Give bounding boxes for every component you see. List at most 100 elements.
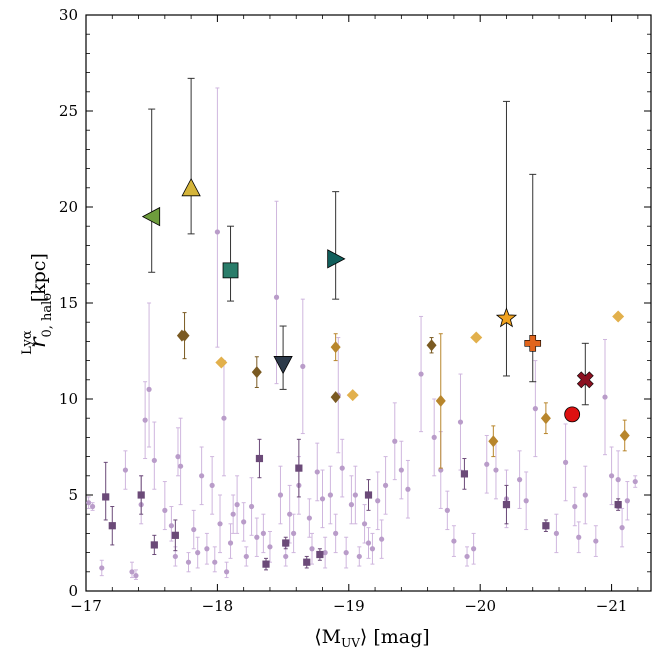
- diamond-light-marker: [215, 356, 228, 369]
- individual-halos-marker: [273, 294, 280, 300]
- y-tick-label: 25: [59, 102, 78, 120]
- stacked-bins-marker: [171, 531, 179, 539]
- stacked-bins-marker: [102, 493, 110, 501]
- individual-halos-marker: [319, 496, 326, 502]
- series-diamond-light: [215, 310, 625, 402]
- individual-halos-marker: [348, 502, 355, 508]
- individual-halos-marker: [576, 534, 582, 540]
- stacked-bins-marker: [262, 560, 270, 568]
- series-plus: [524, 173, 542, 383]
- individual-halos-marker: [175, 454, 181, 460]
- individual-halos-marker: [277, 492, 284, 498]
- stacked-bins-marker: [255, 454, 264, 463]
- individual-halos-marker: [122, 467, 129, 473]
- diamond-dark-marker: [330, 391, 341, 404]
- stacked-bins-marker: [542, 522, 550, 530]
- individual-halos-marker: [593, 538, 599, 544]
- y-axis-label: r0, haloLyα [kpc]: [20, 253, 55, 355]
- individual-halos-marker: [438, 467, 444, 473]
- individual-halos-marker: [146, 386, 152, 392]
- series-left-triangle: [141, 108, 161, 273]
- y-tick-label: 10: [59, 390, 78, 408]
- y-tick-label: 15: [59, 294, 78, 312]
- diamond-light-marker: [470, 331, 483, 344]
- diamond-dark-marker: [179, 329, 190, 342]
- individual-halos-marker: [314, 469, 320, 475]
- individual-halos-marker: [398, 467, 404, 473]
- individual-halos-marker: [221, 415, 227, 421]
- stacked-bins-marker: [303, 558, 311, 566]
- individual-halos-marker: [172, 553, 178, 560]
- individual-halos-marker: [361, 521, 368, 527]
- individual-halos-marker: [133, 573, 139, 579]
- individual-halos-marker: [86, 500, 92, 506]
- individual-halos-marker: [343, 550, 349, 556]
- series-stacked-bins: [102, 438, 622, 571]
- diamond-light-marker: [346, 389, 359, 402]
- individual-halos-marker: [382, 482, 389, 488]
- individual-halos-marker: [260, 530, 266, 537]
- data-series: [86, 77, 638, 580]
- up-triangle-marker: [181, 177, 201, 197]
- individual-halos-marker: [185, 559, 192, 565]
- x-tick-label: −19: [333, 597, 365, 615]
- stacked-bins-marker: [316, 550, 324, 559]
- x-tick-label: −18: [202, 597, 234, 615]
- individual-halos-marker: [241, 519, 247, 525]
- individual-halos-marker: [327, 492, 333, 498]
- individual-halos-marker: [223, 569, 230, 575]
- individual-halos-marker: [379, 536, 385, 542]
- stacked-bins-marker: [282, 539, 290, 547]
- individual-halos-marker: [195, 550, 201, 556]
- individual-halos-marker: [493, 467, 499, 473]
- individual-halos-marker: [615, 477, 621, 483]
- axis-ticks: −17 −18 −19 −20 −21 0 5 10 15 20 25 30: [59, 6, 651, 615]
- individual-halos-marker: [199, 473, 205, 479]
- stacked-bins-marker: [137, 491, 145, 499]
- individual-halos-marker: [484, 461, 490, 467]
- individual-halos-marker: [365, 540, 372, 546]
- series-down-triangle: [273, 325, 293, 390]
- individual-halos-marker: [444, 507, 450, 513]
- individual-halos-marker: [532, 406, 538, 412]
- individual-halos-marker: [562, 459, 569, 465]
- individual-halos-marker: [352, 492, 358, 498]
- individual-halos-marker: [217, 521, 223, 527]
- individual-halos-marker: [553, 530, 559, 537]
- big-square-marker: [222, 262, 239, 279]
- stacked-bins-marker: [108, 522, 116, 530]
- individual-halos-marker: [162, 507, 168, 513]
- down-triangle-marker: [273, 356, 293, 375]
- stacked-bins-marker: [295, 464, 303, 472]
- stacked-bins-marker: [364, 491, 373, 499]
- individual-halos-marker: [619, 525, 625, 531]
- x-tick-label: −20: [464, 597, 496, 615]
- individual-halos-marker: [572, 503, 578, 510]
- y-tick-label: 0: [68, 582, 78, 600]
- individual-halos-marker: [582, 492, 588, 498]
- individual-halos-marker: [287, 511, 293, 517]
- individual-halos-marker: [451, 538, 457, 544]
- star-marker: [495, 307, 518, 328]
- series-cross: [576, 342, 594, 406]
- diamond-light-marker: [612, 310, 625, 323]
- individual-halos-marker: [129, 569, 135, 575]
- individual-halos-marker: [191, 526, 197, 533]
- plus-marker: [524, 335, 542, 352]
- individual-halos-marker: [214, 229, 220, 235]
- individual-halos-marker: [204, 546, 210, 552]
- individual-halos-marker: [369, 546, 376, 552]
- left-triangle-marker: [141, 206, 161, 227]
- individual-halos-marker: [209, 482, 215, 488]
- diamond-medium-marker: [488, 435, 499, 448]
- individual-halos-marker: [602, 394, 608, 400]
- individual-halos-marker: [431, 434, 437, 440]
- individual-halos-marker: [632, 478, 638, 485]
- series-up-triangle: [181, 77, 201, 235]
- series-big-square: [222, 225, 239, 302]
- diamond-medium-marker: [330, 341, 341, 354]
- x-tick-label: −17: [70, 597, 102, 615]
- individual-halos-marker: [99, 565, 105, 571]
- individual-halos-marker: [375, 498, 381, 504]
